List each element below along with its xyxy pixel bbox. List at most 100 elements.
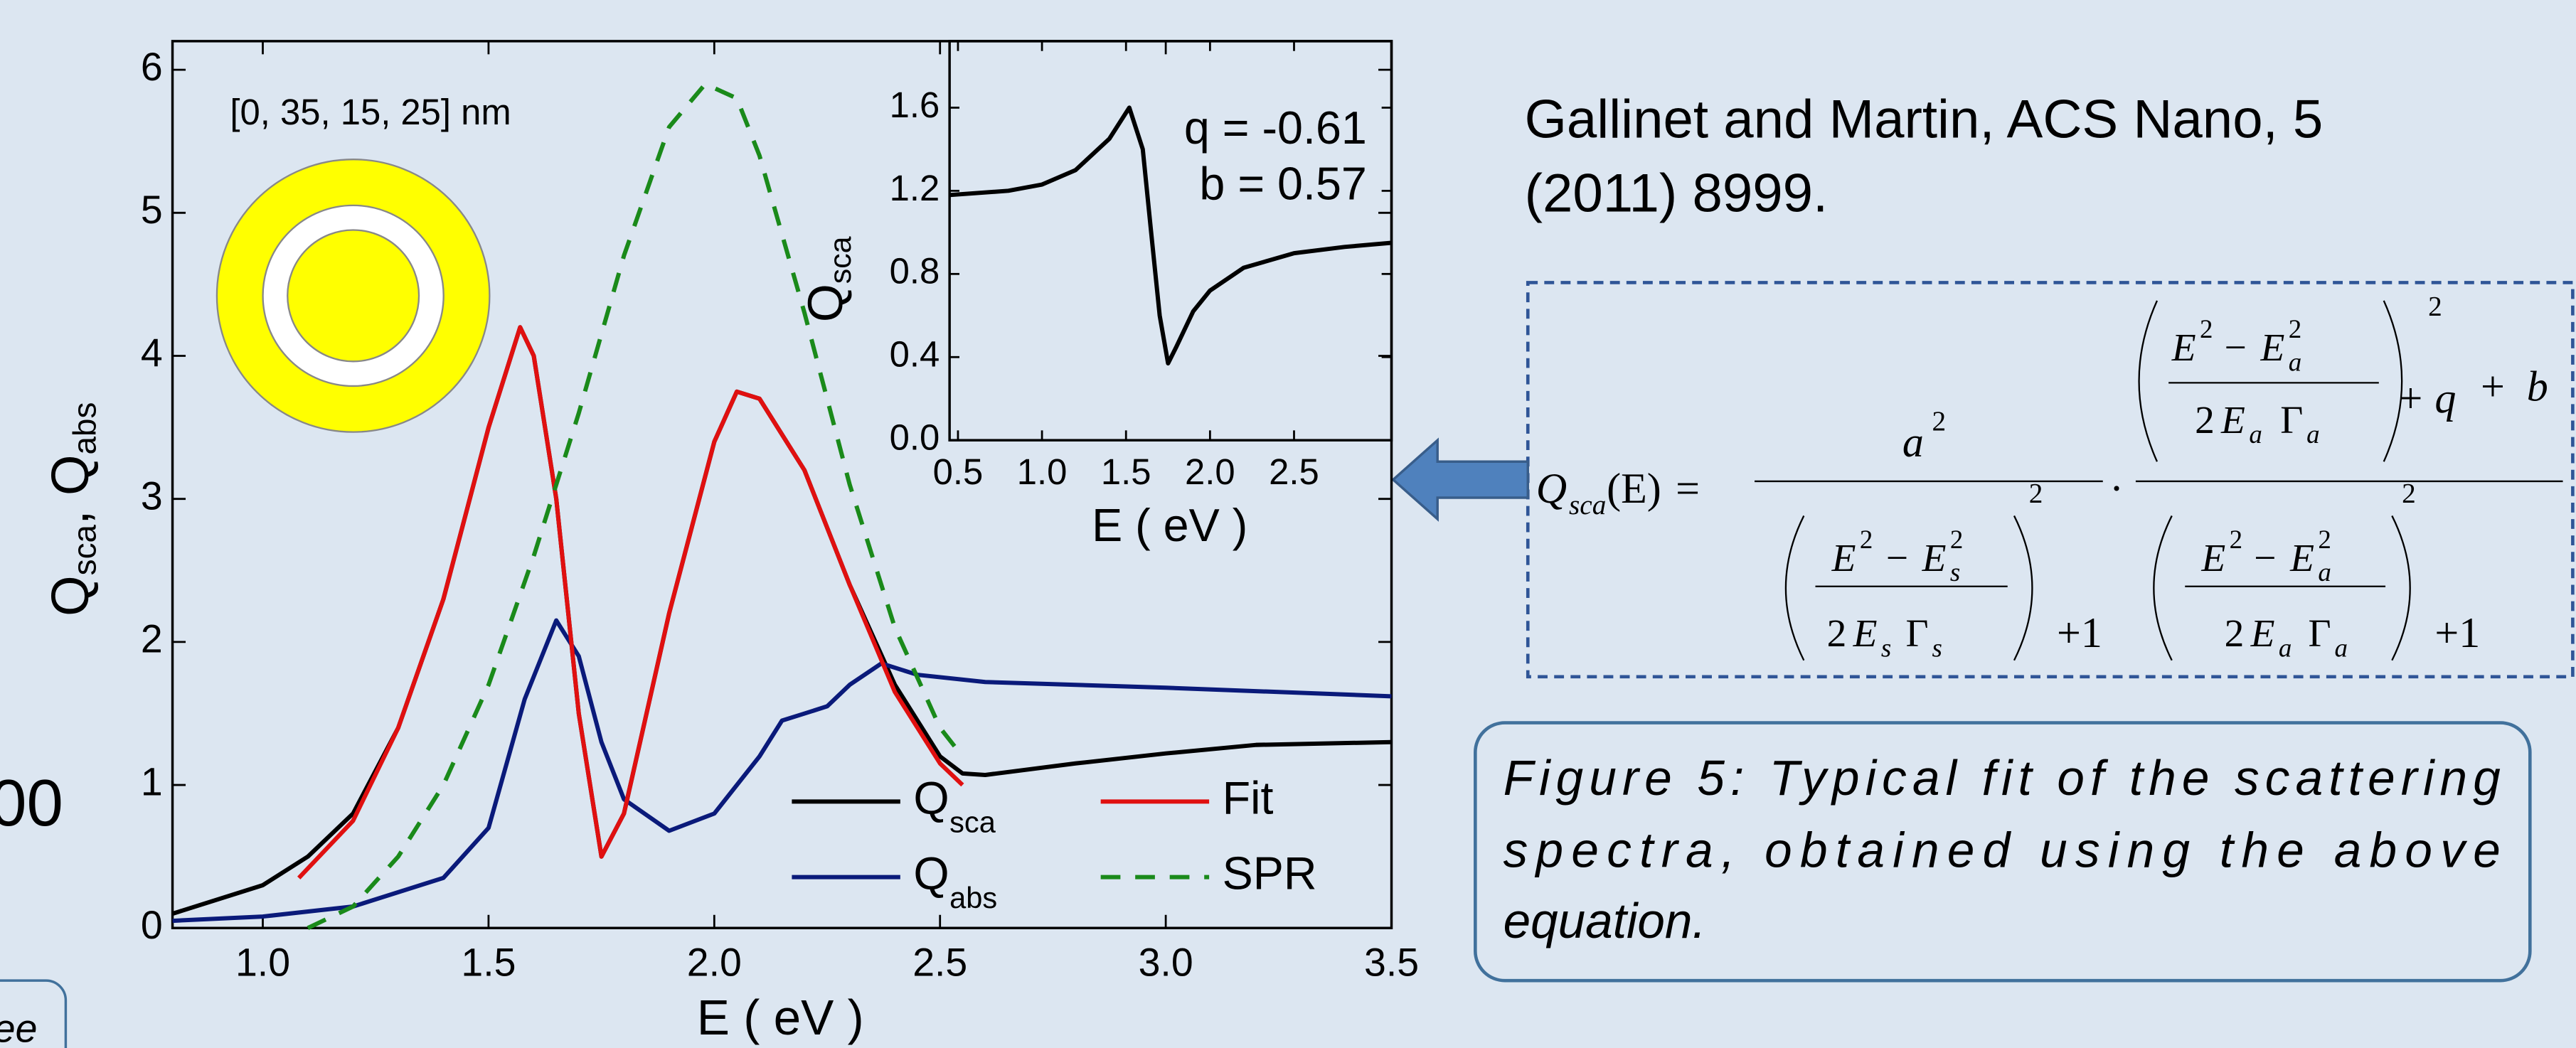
- legend-subscript: abs: [949, 881, 997, 914]
- legend-subscript: sca: [949, 806, 996, 839]
- x-tick-label: 1.5: [461, 941, 516, 985]
- series-line: [307, 82, 964, 930]
- equation-part: a: [2318, 557, 2331, 587]
- equation-part: +1: [2057, 609, 2102, 656]
- equation-part: s: [1932, 633, 1942, 662]
- y-axis-label: Qsca: [798, 236, 858, 322]
- arrow: [1391, 437, 1529, 522]
- x-tick-label: 0.5: [933, 451, 984, 492]
- equation-part: sca: [1569, 490, 1606, 520]
- series-line: [949, 105, 1392, 366]
- equation-part: −: [1886, 536, 1908, 579]
- y-axis-label-subscript: abs: [67, 402, 103, 455]
- equation-part: 2: [2289, 314, 2301, 343]
- chart: 0.5 1.0 1.5 2.0 2.5 0.0 0.4 0.8 1.2 1.6 E ( eV ) Qs…: [798, 40, 1393, 551]
- edge-fragment: 00: [0, 766, 63, 840]
- caption: spectra, obtained using the above: [1503, 823, 2501, 878]
- legend-label: SPR: [1223, 848, 1317, 899]
- equation-part: 2: [2428, 291, 2442, 321]
- equation-part: a: [2249, 419, 2262, 449]
- equation-part: 2: [2029, 478, 2043, 509]
- x-tick-label: 3.0: [1139, 941, 1193, 985]
- y-tick-label: 0.8: [890, 251, 940, 292]
- equation-part: E: [2260, 326, 2284, 369]
- x-tick-label: 1.0: [235, 941, 290, 985]
- equation-part: E: [2289, 536, 2314, 579]
- equation-part: a: [1902, 418, 1924, 466]
- x-tick-label: 2.0: [687, 941, 742, 985]
- citation: (2011) 8999.: [1525, 163, 1829, 223]
- equation-part: Γ: [2308, 611, 2331, 655]
- equation-part: 2: [1932, 406, 1947, 437]
- equation-part: E: [1853, 611, 1878, 655]
- equation-lines: [1755, 300, 2563, 661]
- equation-part: 2: [2195, 398, 2215, 442]
- y-axis-label: Qsca, Qabs: [40, 402, 102, 616]
- y-axis-label-part: , Q: [40, 454, 99, 525]
- equation-part: −: [2254, 536, 2276, 579]
- equation-part: 2: [1827, 611, 1847, 655]
- equation-part: a: [2289, 347, 2301, 376]
- edge-fragment: ee: [0, 1006, 37, 1048]
- equation-part: q: [2434, 374, 2456, 422]
- y-axis-label-subscript: sca: [67, 525, 103, 576]
- equation-part: 2: [2402, 478, 2416, 509]
- shell-core: [287, 229, 420, 363]
- y-tick-label: 0.4: [890, 334, 940, 375]
- y-tick-label: 6: [141, 45, 163, 89]
- equation-part: 2: [2200, 314, 2213, 343]
- y-tick-label: 3: [141, 474, 163, 518]
- equation-part: 2: [2225, 611, 2245, 655]
- x-axis-label: E ( eV ): [697, 990, 864, 1045]
- equation-part: a: [2306, 419, 2319, 449]
- equation-part: (E): [1607, 464, 1661, 512]
- caption: Figure 5: Typical fit of the scattering: [1503, 750, 2501, 806]
- equation-part: E: [1922, 536, 1947, 579]
- y-tick-label: 0.0: [890, 417, 940, 458]
- y-tick-label: 1.2: [890, 168, 940, 208]
- equation-part: E: [2220, 398, 2245, 442]
- y-tick-label: 2: [141, 617, 163, 661]
- equation-part: +: [2481, 363, 2505, 410]
- caption: equation.: [1503, 893, 1706, 948]
- equation-part: s: [1881, 633, 1891, 662]
- x-tick-label: 2.0: [1185, 451, 1235, 492]
- equation-part: E: [2200, 536, 2225, 579]
- citation: Gallinet and Martin, ACS Nano, 5: [1525, 90, 2324, 150]
- x-tick-label: 2.5: [1269, 451, 1319, 492]
- y-tick-label: 5: [141, 188, 163, 232]
- y-tick-label: 0: [141, 903, 163, 947]
- equation-part: b: [2527, 363, 2548, 410]
- equation-part: −: [2225, 326, 2247, 369]
- equation-part: Γ: [2280, 398, 2303, 442]
- x-tick-label: 1.5: [1101, 451, 1151, 492]
- equation-part: E: [1831, 536, 1856, 579]
- equation-part: +1: [2434, 609, 2480, 656]
- edge-box: [0, 979, 68, 1048]
- equation-part: Γ: [1906, 611, 1929, 655]
- y-tick-label: 4: [141, 331, 163, 375]
- equation-part: s: [1950, 557, 1960, 587]
- annotation: q = -0.61: [1184, 102, 1367, 154]
- y-axis-label-part: Q: [40, 575, 99, 616]
- annotation: b = 0.57: [1199, 158, 1366, 210]
- equation-part: E: [2250, 611, 2275, 655]
- series-line: [297, 325, 964, 879]
- y-tick-label: 1: [141, 760, 163, 804]
- equation-part: +: [2399, 374, 2423, 422]
- series-line: [172, 618, 1392, 924]
- legend-label: Q: [913, 848, 949, 899]
- equation-part: Q: [1536, 464, 1567, 512]
- x-tick-label: 1.0: [1017, 451, 1068, 492]
- equation-part: 2: [1950, 525, 1963, 554]
- x-axis-label: E ( eV ): [1092, 499, 1247, 551]
- plot-frame: [171, 40, 1393, 929]
- equation-part: ·: [2109, 464, 2124, 512]
- equation-part: 2: [2318, 525, 2331, 554]
- plot-frame: [948, 40, 1393, 442]
